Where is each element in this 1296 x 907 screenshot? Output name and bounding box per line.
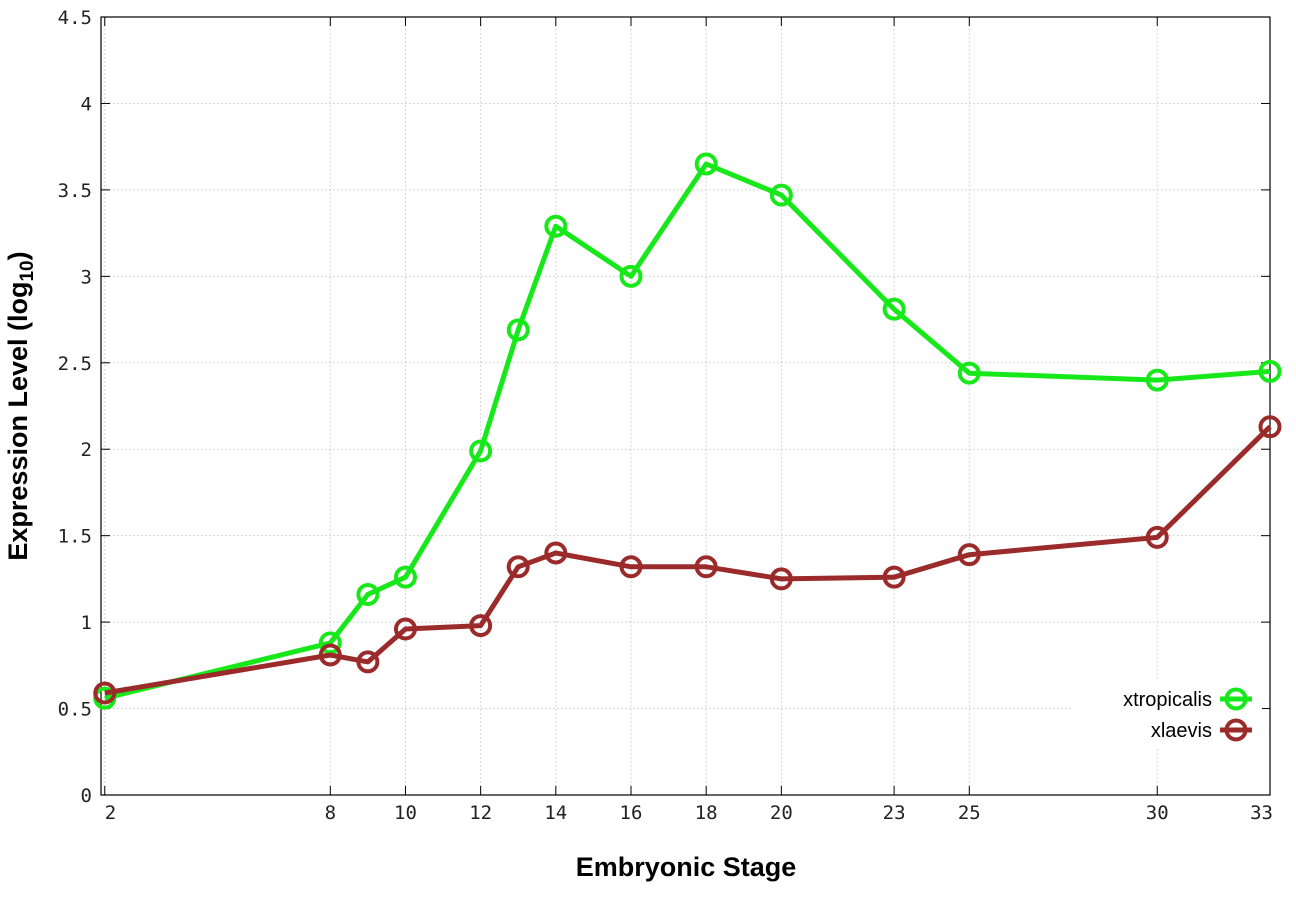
axis-ticks: 0 0.5 1 1.5 2 2.5 3 3.5 4 4.5 2 8 10 12 14 16 18 20 23 25 30… <box>58 7 1273 824</box>
y-axis-title-subscript: 10 <box>17 260 38 281</box>
grid <box>101 17 1270 795</box>
data-point-xlaevis <box>544 541 568 565</box>
y-tick-label: 3.5 <box>58 180 92 202</box>
x-tick-label: 23 <box>883 802 906 824</box>
y-tick-label: 4.5 <box>58 7 92 29</box>
y-axis-title: Expression Level (log10) <box>3 251 38 560</box>
data-point-xlaevis <box>469 614 493 638</box>
series-xlaevis <box>93 415 1282 705</box>
y-tick-label: 1.5 <box>58 526 92 548</box>
x-tick-label: 8 <box>325 802 336 824</box>
y-tick-label: 3 <box>81 266 92 288</box>
legend-marker <box>1224 718 1248 742</box>
legend-marker <box>1224 687 1248 711</box>
series-xtropicalis <box>93 152 1282 710</box>
legend: xtropicalis xlaevis <box>1072 679 1262 749</box>
y-tick-label: 2.5 <box>58 353 92 375</box>
data-point-xtropicalis <box>694 152 718 176</box>
y-tick-label: 1 <box>81 612 92 634</box>
y-axis-title-main: Expression Level (log <box>3 282 33 561</box>
data-point-xlaevis <box>318 643 342 667</box>
y-tick-label: 4 <box>81 93 92 115</box>
data-point-xtropicalis <box>957 361 981 385</box>
y-tick-label: 2 <box>81 439 92 461</box>
data-point-xlaevis <box>1258 415 1282 439</box>
legend-label: xtropicalis <box>1123 689 1212 711</box>
data-point-xlaevis <box>694 555 718 579</box>
data-point-xlaevis <box>1145 525 1169 549</box>
data-point-xtropicalis <box>769 183 793 207</box>
x-tick-label: 12 <box>469 802 492 824</box>
data-point-xtropicalis <box>1258 359 1282 383</box>
legend-label: xlaevis <box>1151 720 1212 742</box>
plot-frame <box>100 16 1271 796</box>
data-point-xtropicalis <box>506 318 530 342</box>
series-line-xtropicalis <box>104 161 1271 701</box>
x-tick-label: 14 <box>544 802 567 824</box>
data-point-xtropicalis <box>1145 368 1169 392</box>
x-axis-title: Embryonic Stage <box>576 852 797 882</box>
y-tick-label: 0.5 <box>58 699 92 721</box>
data-point-xtropicalis <box>318 631 342 655</box>
data-point-xtropicalis <box>619 264 643 288</box>
data-point-xtropicalis <box>882 297 906 321</box>
data-point-xtropicalis <box>356 582 380 606</box>
x-tick-label: 2 <box>105 802 116 824</box>
x-tick-label: 25 <box>958 802 981 824</box>
legend-item-xlaevis: xlaevis <box>1151 718 1252 742</box>
data-point-xlaevis <box>356 650 380 674</box>
data-point-xlaevis <box>882 565 906 589</box>
data-point-xlaevis <box>957 543 981 567</box>
data-point-xtropicalis <box>393 565 417 589</box>
legend-item-xtropicalis: xtropicalis <box>1123 687 1252 711</box>
data-point-xlaevis <box>506 555 530 579</box>
x-tick-label: 33 <box>1250 802 1273 824</box>
x-tick-label: 20 <box>770 802 793 824</box>
x-tick-label: 30 <box>1146 802 1169 824</box>
x-tick-label: 10 <box>394 802 417 824</box>
y-tick-label: 0 <box>81 785 92 807</box>
data-point-xlaevis <box>619 555 643 579</box>
data-point-xlaevis <box>93 681 117 705</box>
x-tick-label: 16 <box>620 802 643 824</box>
data-point-xtropicalis <box>544 214 568 238</box>
y-axis-title-close: ) <box>3 251 33 260</box>
series-layer <box>93 152 1282 710</box>
data-point-xlaevis <box>769 567 793 591</box>
x-tick-label: 18 <box>695 802 718 824</box>
data-point-xlaevis <box>393 617 417 641</box>
data-point-xtropicalis <box>469 439 493 463</box>
